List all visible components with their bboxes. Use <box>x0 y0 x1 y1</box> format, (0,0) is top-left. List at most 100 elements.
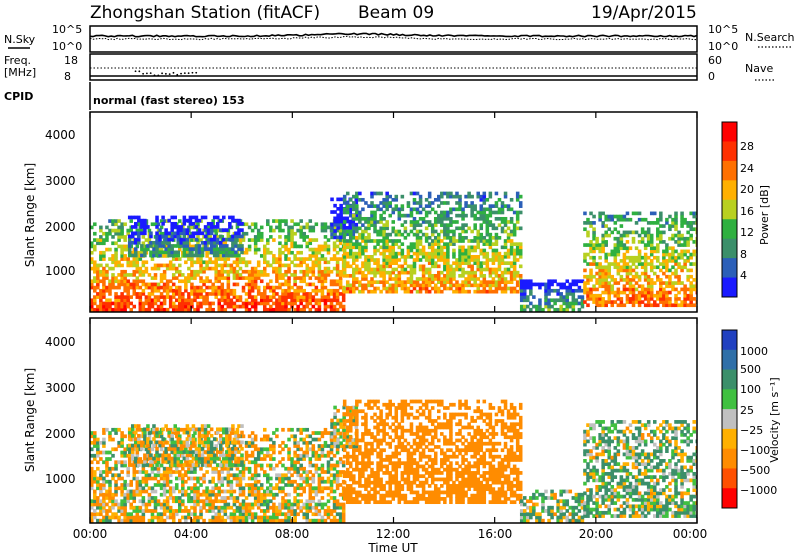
heatmap-cell <box>108 515 112 520</box>
heatmap-cell <box>266 518 270 523</box>
heatmap-cell <box>339 197 343 202</box>
heatmap-cell <box>120 298 124 303</box>
heatmap-cell <box>446 210 450 215</box>
heatmap-cell <box>358 235 362 240</box>
heatmap-cell <box>692 262 696 266</box>
heatmap-cell <box>622 303 627 308</box>
heatmap-cell <box>253 250 258 255</box>
heatmap-cell <box>634 293 639 298</box>
heatmap-cell <box>184 505 188 510</box>
heatmap-cell <box>150 515 155 520</box>
heatmap-cell <box>397 229 402 234</box>
heatmap-cell <box>284 222 288 227</box>
heatmap-cell <box>461 223 465 227</box>
heatmap-cell <box>592 246 596 251</box>
heatmap-cell <box>628 300 633 304</box>
heatmap-cell <box>126 499 130 504</box>
heatmap-cell <box>494 242 499 246</box>
heatmap-cell <box>604 281 608 285</box>
heatmap-cell <box>482 283 487 288</box>
heatmap-cell <box>358 267 362 272</box>
heatmap-cell <box>400 213 405 218</box>
heatmap-cell <box>147 476 152 481</box>
heatmap-cell <box>314 489 319 494</box>
heatmap-cell <box>253 489 258 494</box>
heatmap-cell <box>96 304 100 309</box>
heatmap-cell <box>668 236 672 241</box>
heatmap-cell <box>329 257 334 261</box>
heatmap-cell <box>108 431 112 435</box>
heatmap-cell <box>159 304 164 309</box>
heatmap-cell <box>214 466 218 471</box>
heatmap-cell <box>302 450 306 455</box>
heatmap-cell <box>293 244 297 249</box>
heatmap-cell <box>287 250 291 255</box>
heatmap-cell <box>455 280 459 284</box>
heatmap-cell <box>320 292 325 296</box>
heatmap-cell <box>299 269 303 274</box>
heatmap-cell <box>269 483 273 487</box>
heatmap-cell <box>144 260 149 265</box>
heatmap-cell <box>646 262 651 266</box>
heatmap-cell <box>190 238 194 242</box>
heatmap-cell <box>625 278 630 282</box>
heatmap-cell <box>616 293 621 298</box>
heatmap-cell <box>342 197 347 202</box>
heatmap-cell <box>305 483 310 487</box>
heatmap-cell <box>338 231 343 236</box>
heatmap-cell <box>311 254 316 258</box>
heatmap-cell <box>577 285 582 290</box>
heatmap-cell <box>616 240 621 244</box>
heatmap-cell <box>153 499 158 504</box>
heatmap-cell <box>199 515 203 520</box>
heatmap-cell <box>355 210 359 215</box>
heatmap-cell <box>90 476 94 481</box>
heatmap-cell <box>250 288 255 293</box>
heatmap-cell <box>96 447 100 452</box>
heatmap-cell <box>656 297 660 301</box>
heatmap-cell <box>440 251 444 256</box>
heatmap-cell <box>120 431 124 435</box>
heatmap-cell <box>184 489 188 494</box>
heatmap-cell <box>138 515 143 520</box>
heatmap-cell <box>241 238 246 242</box>
heatmap-cell <box>329 228 334 233</box>
heatmap-cell <box>619 300 624 304</box>
heatmap-cell <box>99 254 103 258</box>
heatmap-cell <box>241 470 246 474</box>
heatmap-cell <box>355 251 359 256</box>
heatmap-cell <box>604 243 608 247</box>
heatmap-cell <box>176 250 181 255</box>
heatmap-cell <box>311 225 316 230</box>
heatmap-cell <box>565 295 570 299</box>
heatmap-cell <box>247 307 252 312</box>
heatmap-cell <box>382 251 386 256</box>
heatmap-cell <box>482 197 487 202</box>
heatmap-cell <box>683 243 687 247</box>
heatmap-cell <box>90 440 94 445</box>
heatmap-cell <box>494 283 499 288</box>
heatmap-cell <box>544 301 548 306</box>
heatmap-cell <box>176 240 181 245</box>
heatmap-cell <box>222 237 226 242</box>
heatmap-cell <box>370 277 374 281</box>
heatmap-cell <box>272 457 276 461</box>
heatmap-cell <box>403 283 408 288</box>
heatmap-cell <box>616 287 621 292</box>
heatmap-cell <box>302 512 306 517</box>
heatmap-cell <box>311 473 316 478</box>
heatmap-cell <box>250 460 255 465</box>
heatmap-cell <box>449 239 453 243</box>
heatmap-cell <box>443 258 447 262</box>
heatmap-cell <box>203 247 208 251</box>
heatmap-cell <box>272 450 276 455</box>
heatmap-cell <box>153 298 158 303</box>
heatmap-cell <box>336 219 340 224</box>
heatmap-cell <box>256 288 261 293</box>
heatmap-cell <box>226 285 231 290</box>
heatmap-cell <box>455 239 459 243</box>
heatmap-cell <box>640 262 645 266</box>
heatmap-cell <box>565 304 570 309</box>
heatmap-cell <box>250 282 255 287</box>
heatmap-cell <box>488 270 493 275</box>
